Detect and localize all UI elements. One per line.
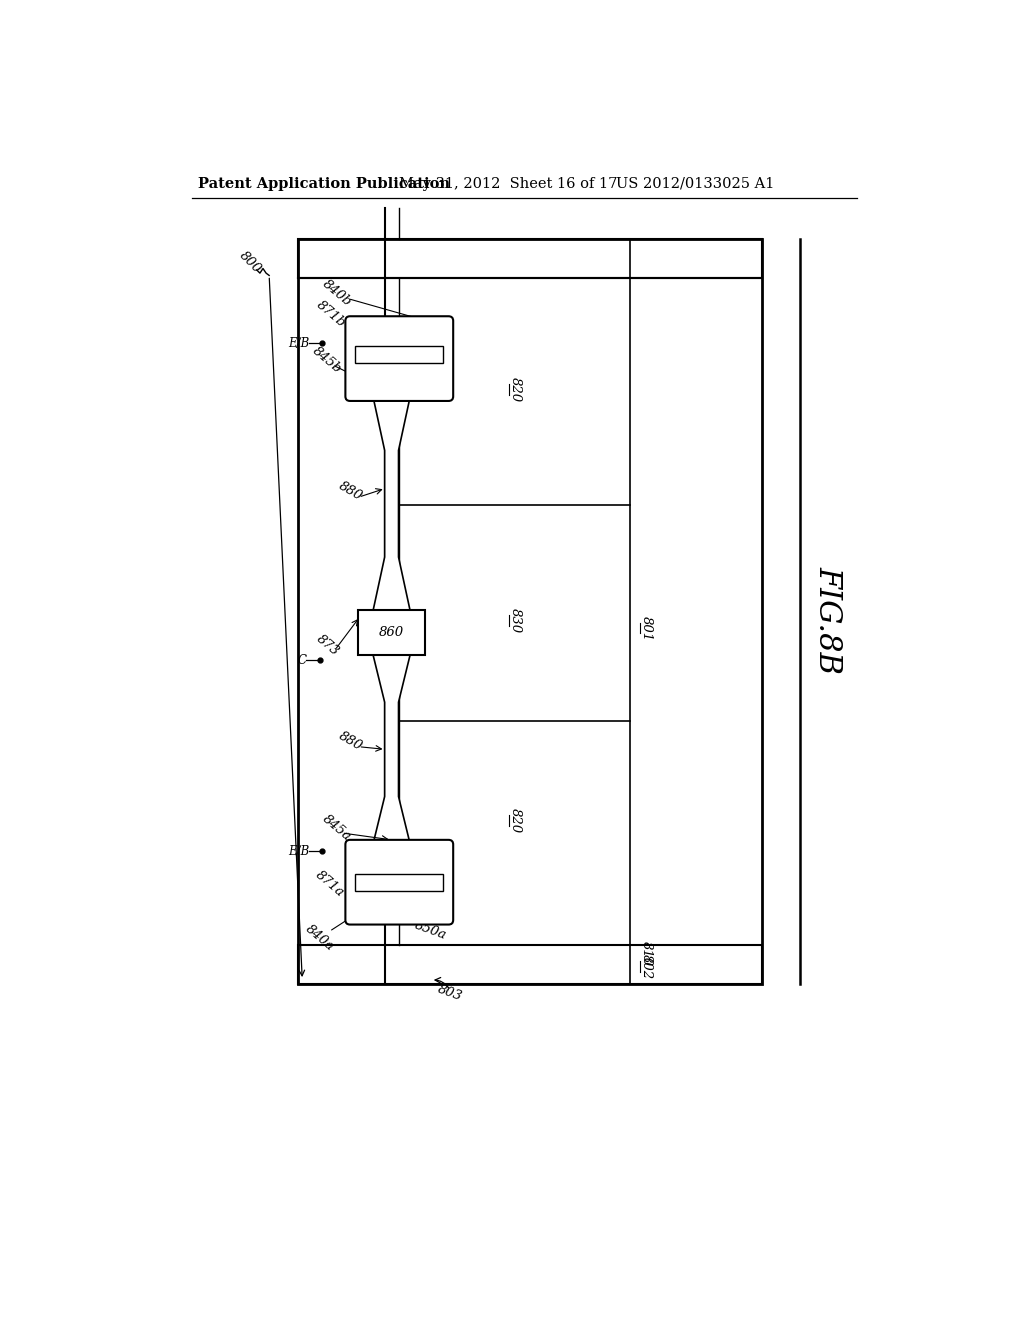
Text: 840a: 840a bbox=[302, 923, 336, 953]
Text: 871b: 871b bbox=[313, 298, 348, 330]
Text: C: C bbox=[297, 653, 306, 667]
Polygon shape bbox=[373, 397, 410, 610]
Text: US 2012/0133025 A1: US 2012/0133025 A1 bbox=[615, 177, 774, 191]
Text: 850a: 850a bbox=[413, 919, 449, 941]
Text: 850b: 850b bbox=[403, 356, 439, 380]
Text: 803: 803 bbox=[436, 982, 464, 1003]
Text: 800: 800 bbox=[237, 249, 263, 276]
Text: 820: 820 bbox=[509, 808, 522, 833]
Text: E/B: E/B bbox=[288, 845, 309, 858]
Bar bbox=[357, 610, 425, 655]
Text: 880: 880 bbox=[336, 479, 365, 503]
Text: 801: 801 bbox=[640, 615, 653, 640]
Text: FIG.8B: FIG.8B bbox=[813, 566, 844, 675]
Text: May 31, 2012  Sheet 16 of 17: May 31, 2012 Sheet 16 of 17 bbox=[398, 177, 616, 191]
Text: 820: 820 bbox=[509, 376, 522, 403]
Text: 840b: 840b bbox=[319, 277, 354, 309]
Polygon shape bbox=[373, 655, 410, 843]
Text: 860: 860 bbox=[379, 626, 404, 639]
FancyBboxPatch shape bbox=[345, 840, 454, 924]
Bar bbox=[298, 239, 762, 983]
Text: E/B: E/B bbox=[288, 337, 309, 350]
Text: 810: 810 bbox=[640, 941, 653, 966]
Text: 830: 830 bbox=[509, 607, 522, 634]
Text: Patent Application Publication: Patent Application Publication bbox=[199, 177, 451, 191]
Text: 880: 880 bbox=[336, 730, 365, 754]
Text: 845a: 845a bbox=[321, 813, 353, 843]
Text: 871a: 871a bbox=[312, 869, 346, 899]
Bar bbox=[349, 843, 450, 921]
Bar bbox=[298, 239, 762, 277]
Text: 802: 802 bbox=[640, 954, 653, 979]
Text: 845b: 845b bbox=[310, 345, 344, 376]
Bar bbox=[349, 321, 450, 397]
Bar bbox=[298, 945, 762, 983]
Bar bbox=[355, 874, 443, 891]
Text: 873: 873 bbox=[314, 632, 341, 659]
Bar bbox=[355, 346, 443, 363]
FancyBboxPatch shape bbox=[345, 317, 454, 401]
